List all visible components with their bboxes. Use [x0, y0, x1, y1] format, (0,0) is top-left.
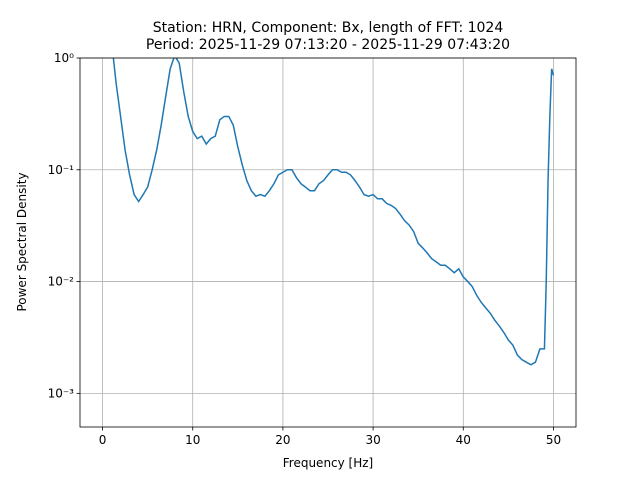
- y-tick-label: 10⁰: [54, 51, 74, 65]
- data-line: [112, 58, 555, 366]
- chart-subtitle: Period: 2025-11-29 07:13:20 - 2025-11-29…: [146, 37, 510, 53]
- chart-title: Station: HRN, Component: Bx, length of F…: [153, 20, 504, 36]
- x-tick-label: 40: [456, 433, 471, 447]
- x-tick-label: 10: [185, 433, 200, 447]
- y-tick-label: 10⁻²: [48, 275, 75, 289]
- x-tick-label: 20: [275, 433, 290, 447]
- x-tick-label: 30: [365, 433, 380, 447]
- x-tick-label: 0: [99, 433, 107, 447]
- y-axis-label: Power Spectral Density: [15, 172, 29, 311]
- y-tick-label: 10⁻¹: [48, 163, 75, 177]
- x-axis-label: Frequency [Hz]: [283, 456, 374, 470]
- y-tick-label: 10⁻³: [48, 386, 75, 400]
- x-tick-label: 50: [546, 433, 561, 447]
- plot-frame: [79, 57, 577, 428]
